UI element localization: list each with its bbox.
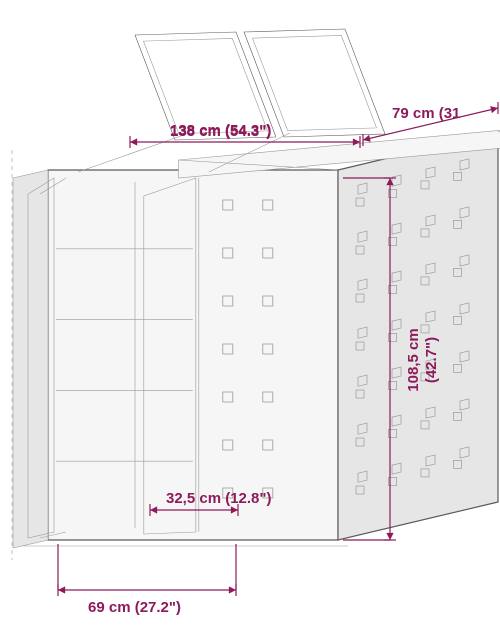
dim-depth-label: 79 cm (31 <box>392 105 460 122</box>
dim-door-width-label: 69 cm (27.2") <box>88 599 181 616</box>
dim-height-label-cm: 108,5 cm <box>405 328 422 391</box>
dim-inner-depth-label: 32,5 cm (12.8") <box>166 490 272 507</box>
dim-width-label: 138 cm (54.3") <box>170 123 271 140</box>
dim-height-label-in: (42.7") <box>423 337 440 383</box>
